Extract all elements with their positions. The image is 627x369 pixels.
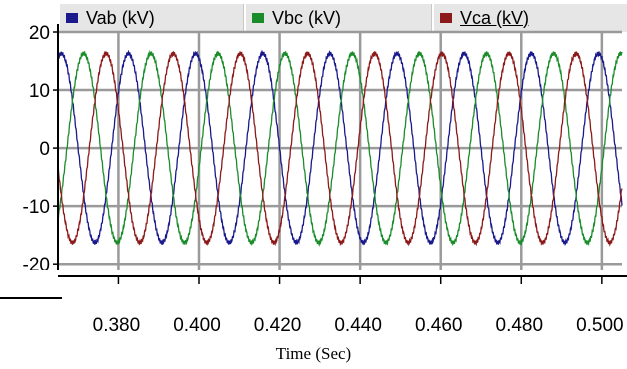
x-axis-band (0, 270, 627, 369)
x-tick-label: 0.480 (496, 315, 544, 336)
legend-swatch-vca (440, 13, 452, 23)
y-tick-label: -10 (23, 197, 50, 218)
x-tick-label: 0.440 (334, 315, 382, 336)
x-tick-label: 0.460 (415, 315, 463, 336)
plot-background (58, 32, 622, 270)
legend-item-vca[interactable]: Vca (kV) (434, 4, 627, 32)
series-line-vbc (57, 49, 623, 247)
legend-label-vab: Vab (kV) (86, 7, 155, 28)
series-line-vab (57, 49, 623, 246)
x-tick-label: 0.420 (254, 315, 302, 336)
legend-item-vbc[interactable]: Vbc (kV) (246, 4, 432, 32)
x-axis-title: Time (Sec) (275, 344, 352, 363)
legend: Vab (kV) Vbc (kV) Vca (kV) (0, 0, 627, 32)
legend-label-vca: Vca (kV) (460, 7, 530, 28)
legend-label-vbc: Vbc (kV) (272, 7, 342, 28)
series-lines (57, 49, 623, 247)
y-tick-label: 20 (29, 23, 50, 44)
x-tick-label: 0.500 (576, 315, 624, 336)
legend-swatch-vab (66, 13, 78, 23)
y-tick-label: 0 (39, 139, 50, 160)
y-tick-label: 10 (29, 81, 50, 102)
legend-swatch-vbc (252, 13, 264, 23)
legend-item-vab[interactable]: Vab (kV) (60, 4, 244, 32)
x-tick-label: 0.380 (93, 315, 141, 336)
series-line-vca (57, 50, 623, 247)
x-tick-label: 0.400 (173, 315, 221, 336)
